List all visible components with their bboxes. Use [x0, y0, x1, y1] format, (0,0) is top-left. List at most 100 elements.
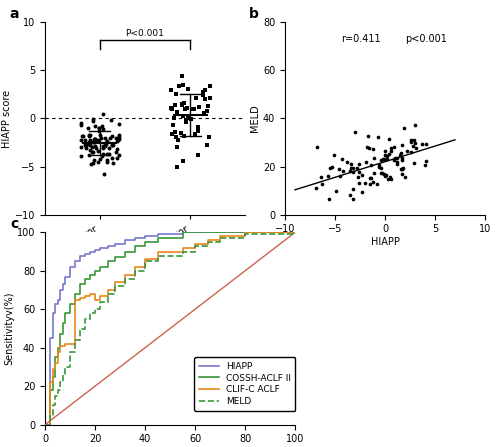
Point [178, 72, 186, 80]
Point [362, 143, 370, 151]
Point [108, 132, 116, 139]
Point [109, 160, 117, 167]
Point [110, 142, 118, 149]
Point [170, 102, 178, 109]
Point [317, 174, 325, 181]
Point [187, 115, 195, 122]
Point [85, 131, 93, 138]
Point [94, 158, 102, 165]
Point [350, 164, 358, 172]
Point [383, 155, 391, 162]
Point [326, 164, 334, 172]
Point [201, 86, 209, 93]
Point [184, 86, 192, 93]
Point [367, 174, 375, 181]
Point [78, 132, 86, 139]
Text: c: c [10, 217, 18, 231]
Point [392, 154, 400, 161]
Point [377, 156, 385, 164]
Point [194, 123, 202, 131]
Point [96, 156, 104, 163]
Point [92, 144, 100, 152]
Point [108, 155, 116, 162]
Point [422, 140, 430, 148]
Point [172, 163, 180, 170]
Point [86, 141, 94, 148]
Point [82, 145, 90, 152]
Point [113, 154, 121, 161]
Point [100, 170, 108, 177]
Text: b: b [249, 7, 259, 21]
Point [178, 101, 186, 108]
Point [104, 151, 112, 158]
Point [108, 141, 116, 148]
Point [174, 137, 182, 144]
Point [115, 152, 123, 159]
Point [354, 174, 362, 181]
Point [90, 142, 98, 149]
Y-axis label: MELD: MELD [250, 105, 260, 132]
Point [382, 171, 390, 178]
Point [386, 173, 394, 180]
Point [87, 160, 95, 168]
Point [370, 169, 378, 177]
Point [355, 169, 363, 176]
Point [398, 165, 406, 173]
Point [179, 82, 187, 89]
Y-axis label: HIAPP score: HIAPP score [2, 89, 12, 148]
Point [115, 133, 123, 140]
Point [200, 110, 207, 117]
Point [204, 102, 212, 110]
Point [313, 144, 321, 151]
Point [108, 142, 116, 149]
Point [94, 136, 102, 143]
Point [112, 135, 120, 142]
Point [174, 143, 182, 150]
Point [328, 163, 336, 170]
Point [182, 118, 190, 126]
Point [168, 105, 176, 113]
Point [106, 144, 114, 152]
Point [378, 170, 386, 177]
Point [86, 147, 94, 154]
Point [76, 122, 84, 129]
Point [375, 163, 383, 170]
Point [398, 170, 406, 177]
Point [330, 152, 338, 159]
Point [384, 175, 392, 182]
Point [115, 132, 123, 139]
Point [403, 148, 411, 155]
Point [369, 179, 377, 186]
Point [90, 159, 98, 166]
Point [114, 136, 122, 143]
Point [99, 143, 107, 150]
Point [190, 106, 198, 113]
Point [116, 120, 124, 127]
Point [358, 189, 366, 196]
Point [85, 152, 93, 159]
Point [377, 164, 385, 171]
Point [312, 184, 320, 191]
Point [88, 148, 96, 156]
Point [170, 114, 178, 122]
Point [203, 107, 211, 114]
Point [98, 135, 106, 142]
Point [180, 133, 188, 140]
Point [90, 138, 98, 145]
Point [356, 179, 364, 186]
Point [408, 138, 416, 145]
Text: p<0.001: p<0.001 [405, 34, 447, 43]
Point [206, 94, 214, 101]
Point [98, 122, 106, 130]
Point [86, 136, 94, 143]
Point [374, 181, 382, 188]
Point [360, 180, 368, 187]
Point [183, 104, 191, 111]
Point [347, 164, 355, 172]
Point [171, 128, 179, 135]
Point [84, 141, 92, 148]
Point [101, 135, 109, 142]
Point [77, 143, 85, 150]
Point [198, 92, 206, 99]
Point [102, 141, 110, 148]
